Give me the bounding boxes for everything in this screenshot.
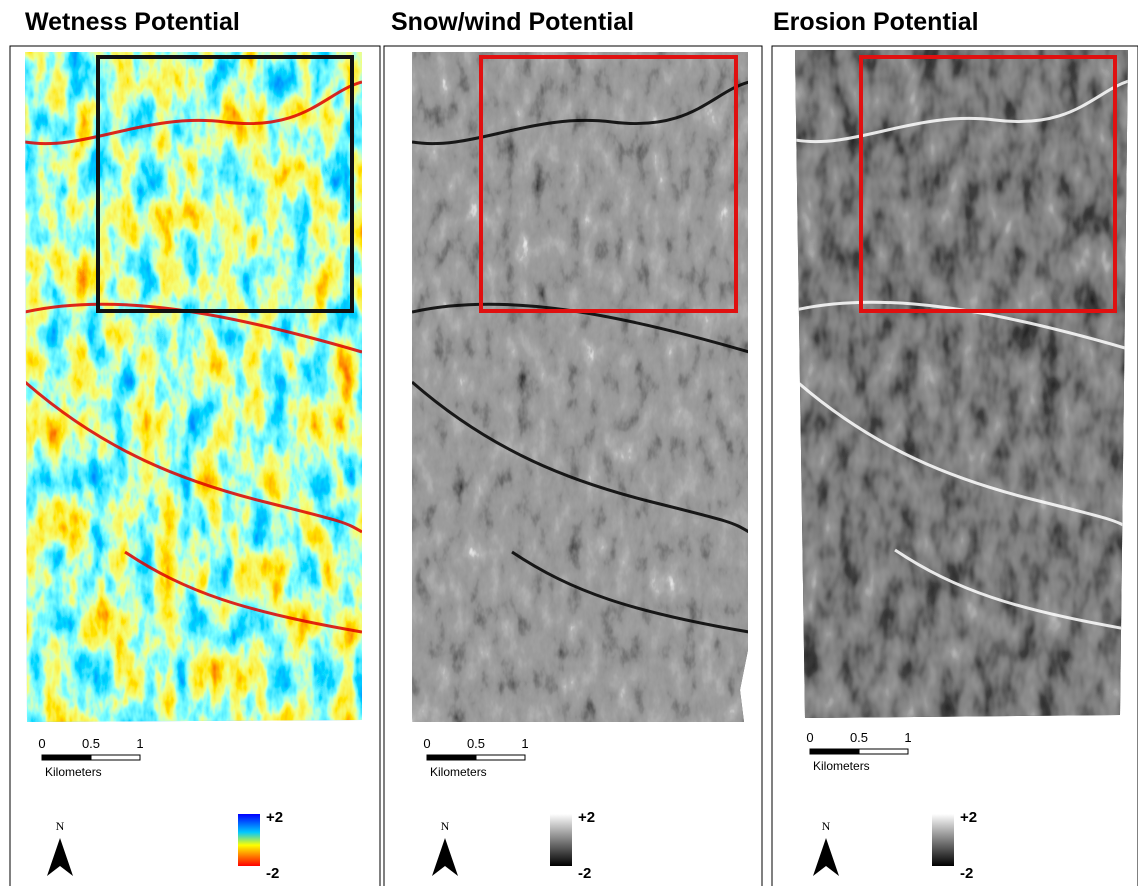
- north-label: N: [441, 819, 450, 833]
- scale-tick-label: 0.5: [467, 736, 485, 751]
- legend-low: -2: [266, 865, 279, 882]
- north-arrow: [47, 838, 73, 876]
- scale-unit: Kilometers: [813, 759, 870, 773]
- figure: Wetness Potential00.51KilometersN+2-2Sno…: [0, 0, 1138, 886]
- scale-bar-white: [476, 755, 525, 760]
- raster-texture: [795, 50, 1128, 718]
- legend-high: +2: [266, 809, 283, 826]
- scale-tick-label: 0: [806, 730, 813, 745]
- raster-map: [25, 52, 362, 722]
- raster-map: [795, 50, 1132, 718]
- scale-tick-label: 0.5: [850, 730, 868, 745]
- raster-map: [412, 52, 749, 722]
- map-panel: Wetness Potential 0 0.5 1 Kilometers N +2 -2: [10, 8, 380, 886]
- scale-unit: Kilometers: [430, 765, 487, 779]
- panel-title: Snow/wind Potential: [391, 8, 634, 36]
- scale-bar-black: [427, 755, 476, 760]
- north-label: N: [56, 819, 65, 833]
- scale-tick-label: 1: [904, 730, 911, 745]
- scale-tick-label: 1: [136, 736, 143, 751]
- legend-high: +2: [960, 809, 977, 826]
- legend-low: -2: [960, 865, 973, 882]
- legend-ramp: [550, 814, 572, 866]
- north-label: N: [822, 819, 831, 833]
- legend-ramp: [932, 814, 954, 866]
- north-arrow: [813, 838, 839, 876]
- scale-tick-label: 0: [38, 736, 45, 751]
- scale-tick-label: 0.5: [82, 736, 100, 751]
- panel-title: Erosion Potential: [773, 8, 979, 36]
- scale-tick-label: 0: [423, 736, 430, 751]
- scale-tick-label: 1: [521, 736, 528, 751]
- map-panel: Erosion Potential 0 0.5 1 Kilometers N +2 -2: [772, 8, 1138, 886]
- scale-bar-black: [810, 749, 859, 754]
- map-panel: Snow/wind Potential 0 0.5 1 Kilometers N +2 -2: [384, 8, 762, 886]
- panel-title: Wetness Potential: [25, 8, 240, 36]
- legend-high: +2: [578, 809, 595, 826]
- legend-ramp: [238, 814, 260, 866]
- scale-bar-white: [91, 755, 140, 760]
- scale-unit: Kilometers: [45, 765, 102, 779]
- scale-bar-white: [859, 749, 908, 754]
- scale-bar-black: [42, 755, 91, 760]
- north-arrow: [432, 838, 458, 876]
- legend-low: -2: [578, 865, 591, 882]
